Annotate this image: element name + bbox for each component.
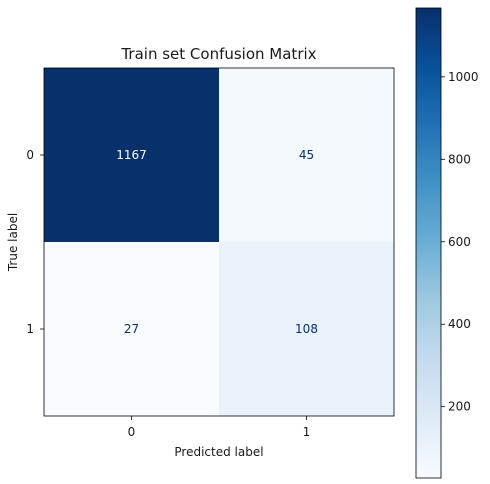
colorbar xyxy=(415,7,442,479)
colorbar-tick-label-0: 200 xyxy=(448,400,471,414)
heatmap-cells xyxy=(44,68,394,416)
cell-value-0-1: 45 xyxy=(299,148,314,162)
colorbar-tick-label-4: 1000 xyxy=(448,70,479,84)
cell-value-1-0: 27 xyxy=(124,322,139,336)
y-axis-label: True label xyxy=(6,213,20,272)
cell-value-1-1: 108 xyxy=(295,322,318,336)
cell-1-1 xyxy=(219,242,394,416)
y-tick-label-0: 0 xyxy=(26,148,34,162)
x-tick-label-1: 1 xyxy=(303,425,311,439)
cell-value-0-0: 1167 xyxy=(116,148,147,162)
cell-0-1 xyxy=(219,68,394,242)
x-tick-label-0: 0 xyxy=(128,425,136,439)
colorbar-ticks: 200 400 600 800 1000 xyxy=(441,70,479,414)
colorbar-tick-label-2: 600 xyxy=(448,235,471,249)
x-axis-label: Predicted label xyxy=(174,445,263,459)
plot-frame xyxy=(43,67,395,417)
chart-title: Train set Confusion Matrix xyxy=(120,45,316,63)
colorbar-tick-label-3: 800 xyxy=(448,152,471,166)
cell-1-0 xyxy=(44,242,219,416)
colorbar-tick-label-1: 400 xyxy=(448,317,471,331)
y-axis-ticks: 01 xyxy=(26,148,44,336)
cell-0-0 xyxy=(44,68,219,242)
y-tick-label-1: 1 xyxy=(26,322,34,336)
heatmap-cell-labels: 1167 45 27 108 xyxy=(116,148,318,336)
